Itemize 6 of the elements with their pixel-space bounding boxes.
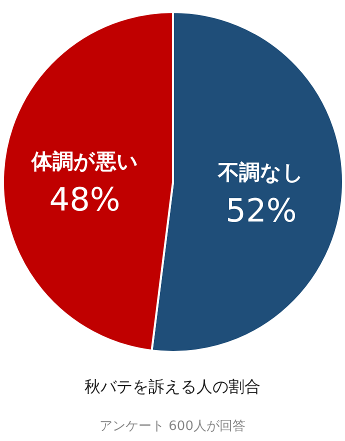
slice-label: 不調なし [217,160,304,185]
data-label: 52% [226,192,297,230]
text: 秋バテを訴える人の割合 [84,377,260,396]
text: アンケート 600人が回答 [100,419,246,434]
slice-label: 体調が悪い [30,149,138,174]
data-label: 48% [49,180,120,218]
